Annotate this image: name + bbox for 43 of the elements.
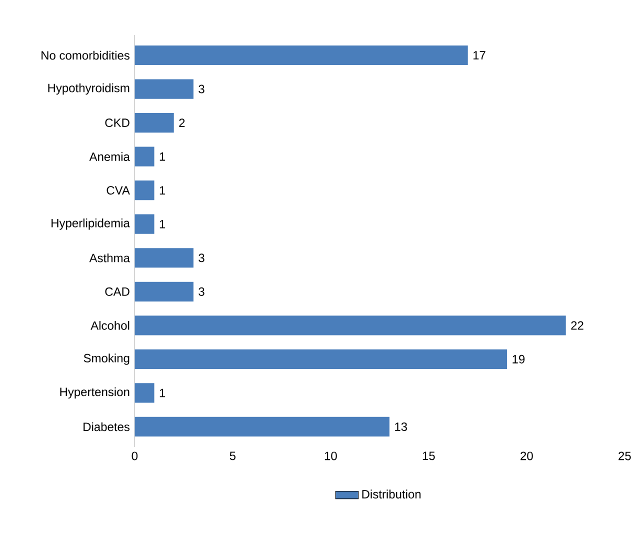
bar bbox=[134, 248, 194, 268]
y-tick-label: Diabetes bbox=[84, 422, 130, 432]
bar bbox=[134, 349, 508, 369]
y-tick-label: Hypothyroidism bbox=[48, 83, 130, 95]
data-label: 1 bbox=[160, 152, 166, 161]
bar bbox=[134, 214, 154, 234]
data-label: 13 bbox=[395, 422, 407, 431]
legend-label: Distribution bbox=[362, 490, 421, 498]
data-label: 1 bbox=[160, 388, 166, 398]
data-label: 19 bbox=[512, 354, 525, 364]
x-tick-label: 10 bbox=[324, 452, 337, 460]
y-tick-label: CAD bbox=[105, 287, 130, 296]
data-label: 22 bbox=[571, 321, 584, 330]
x-tick-label: 15 bbox=[422, 452, 435, 460]
y-tick-label: CKD bbox=[105, 118, 130, 128]
bar bbox=[134, 180, 154, 200]
bar bbox=[134, 79, 194, 99]
x-tick-label: 25 bbox=[618, 452, 631, 460]
bar bbox=[134, 316, 566, 336]
data-label: 3 bbox=[198, 254, 204, 262]
y-tick-label: No comorbidities bbox=[42, 50, 130, 60]
y-tick-label: Alcohol bbox=[90, 321, 130, 330]
bar bbox=[134, 383, 154, 403]
data-label: 1 bbox=[160, 186, 166, 194]
y-tick-label: Asthma bbox=[89, 253, 130, 262]
bar bbox=[134, 416, 390, 437]
x-tick-label: 5 bbox=[230, 452, 236, 460]
y-tick-label: CVA bbox=[106, 186, 130, 195]
data-label: 2 bbox=[179, 118, 185, 127]
bar bbox=[134, 282, 194, 302]
data-label: 3 bbox=[198, 84, 204, 94]
y-tick-label: Hyperlipidemia bbox=[52, 218, 130, 230]
data-label: 1 bbox=[160, 220, 166, 228]
x-tick-label: 0 bbox=[132, 452, 138, 460]
y-tick-label: Anemia bbox=[89, 152, 130, 161]
bar bbox=[134, 146, 154, 166]
data-label: 17 bbox=[473, 51, 486, 60]
y-tick-label: Smoking bbox=[84, 354, 130, 365]
data-label: 3 bbox=[198, 287, 204, 296]
x-tick-label: 20 bbox=[520, 452, 533, 460]
y-tick-label: Hypertension bbox=[60, 387, 130, 399]
bar bbox=[134, 113, 174, 133]
bar bbox=[134, 45, 468, 66]
